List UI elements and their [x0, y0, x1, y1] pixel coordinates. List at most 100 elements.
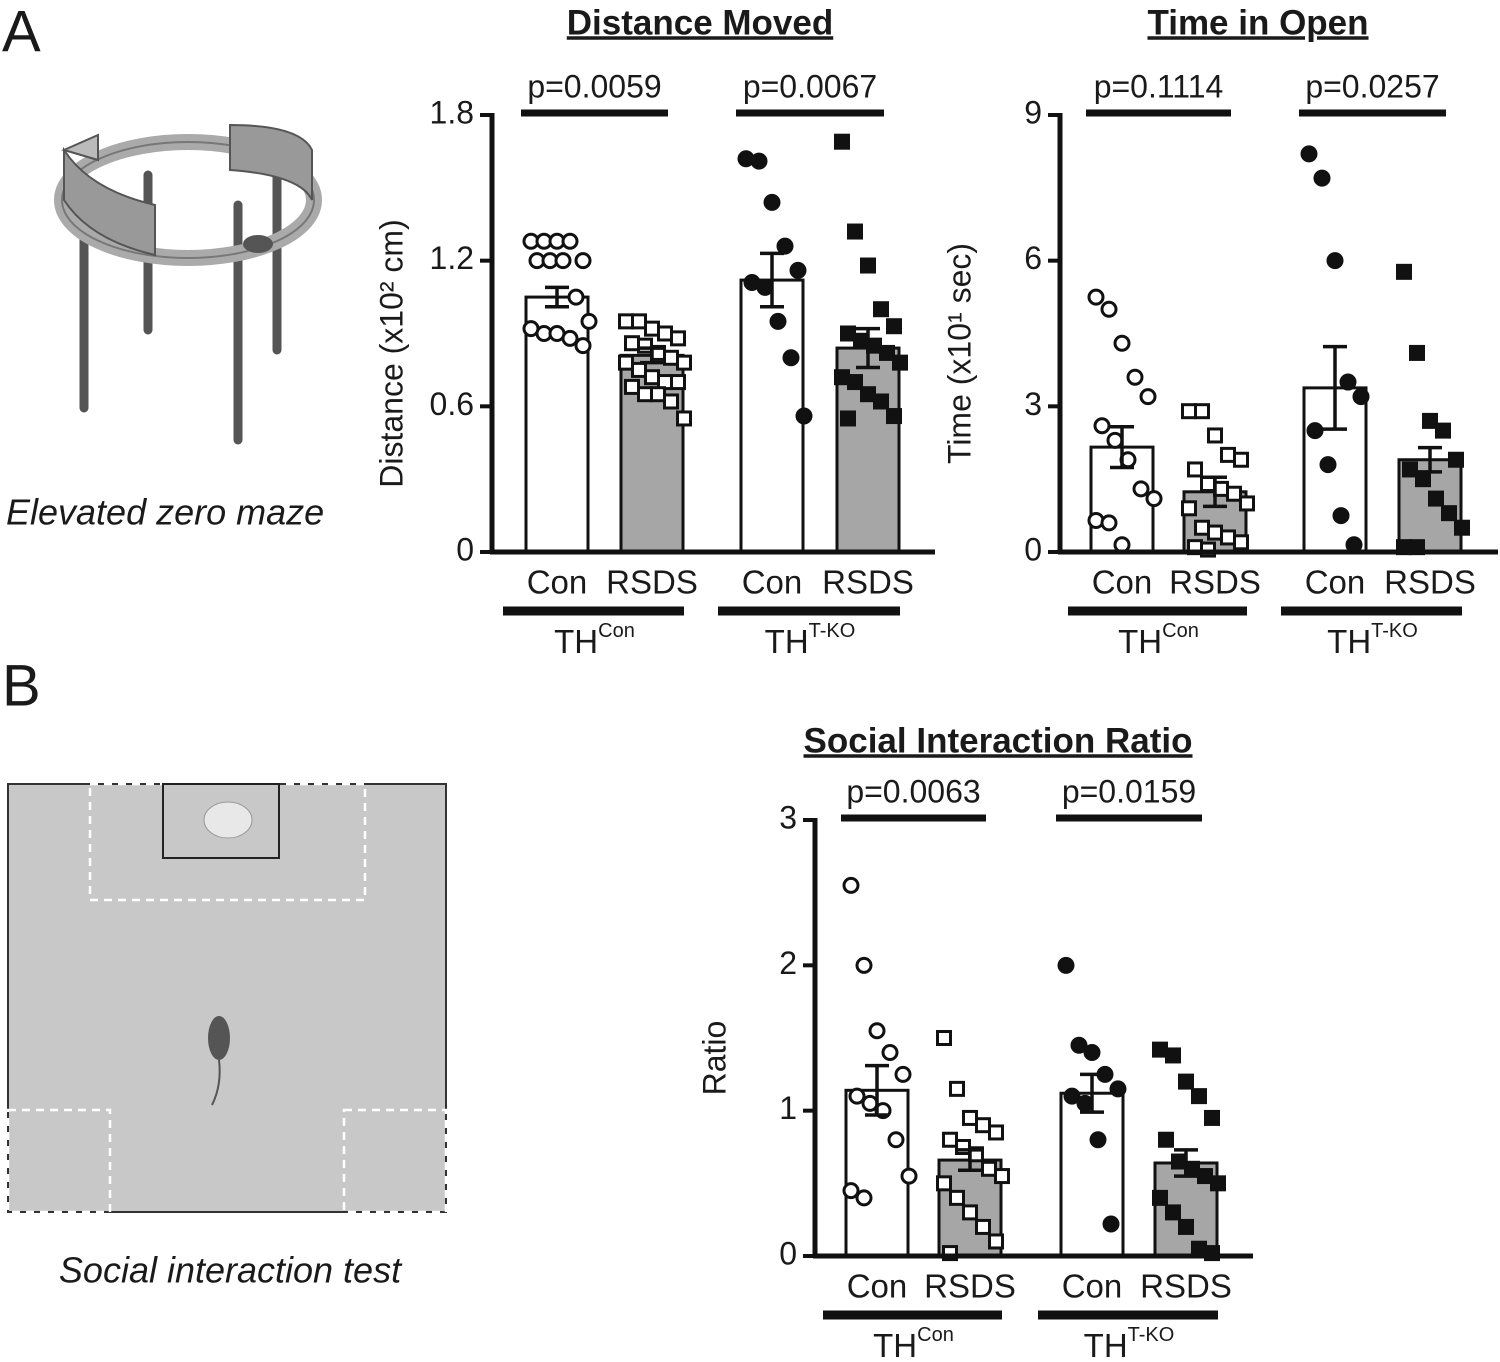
- data-point: [942, 1131, 958, 1148]
- y-tick-label: 0: [779, 1235, 797, 1271]
- data-point: [1109, 1080, 1127, 1098]
- data-point: [676, 410, 692, 427]
- y-axis-label: Time (x10¹ sec): [941, 243, 977, 464]
- x-tick-label: Con: [1305, 564, 1366, 601]
- caption: Elevated zero maze: [6, 492, 324, 533]
- x-tick-label: Con: [742, 564, 803, 601]
- data-point: [1132, 480, 1150, 498]
- data-point: [1145, 490, 1163, 508]
- data-point: [1102, 1215, 1120, 1233]
- data-point: [1089, 1131, 1107, 1149]
- group-name: TH: [873, 1327, 917, 1362]
- data-point: [663, 349, 679, 366]
- data-point: [1306, 422, 1324, 440]
- data-point: [1210, 1175, 1226, 1192]
- data-point: [1083, 1044, 1101, 1062]
- data-point: [670, 374, 686, 391]
- data-point: [1454, 519, 1470, 536]
- data-point: [840, 325, 856, 342]
- data-point: [574, 337, 592, 355]
- data-point: [962, 1204, 978, 1221]
- data-point: [860, 386, 876, 403]
- p-value: p=0.0067: [743, 68, 877, 104]
- x-tick-label: RSDS: [822, 564, 914, 601]
- data-point: [769, 312, 787, 330]
- y-tick-label: 9: [1024, 94, 1042, 130]
- data-point: [631, 361, 647, 378]
- data-point: [855, 1189, 873, 1207]
- data-point: [1191, 1240, 1207, 1257]
- data-point: [988, 1233, 1004, 1250]
- data-point: [994, 1168, 1010, 1185]
- group-name: TH: [1327, 623, 1371, 660]
- data-point: [1181, 500, 1197, 517]
- data-point: [1396, 263, 1412, 280]
- data-point: [1319, 456, 1337, 474]
- error-bar: [856, 326, 880, 370]
- data-point: [1152, 1041, 1168, 1058]
- data-point: [1233, 534, 1249, 551]
- data-point: [1200, 476, 1216, 493]
- data-point: [892, 354, 908, 371]
- error-bar: [958, 1148, 982, 1173]
- y-tick-label: 1.8: [430, 94, 474, 130]
- data-point: [1220, 446, 1236, 463]
- data-point: [1158, 1131, 1174, 1148]
- data-point: [1197, 1168, 1213, 1185]
- data-point: [1178, 1073, 1194, 1090]
- data-point: [868, 1022, 886, 1040]
- data-point: [842, 876, 860, 894]
- data-point: [1070, 1036, 1088, 1054]
- group-sup: T-KO: [1371, 620, 1418, 642]
- data-point: [644, 320, 660, 337]
- y-tick-label: 2: [779, 945, 797, 981]
- group-name: TH: [554, 623, 598, 660]
- y-axis-label: Ratio: [696, 1021, 732, 1096]
- data-point: [975, 1117, 991, 1134]
- data-point: [1332, 507, 1350, 525]
- data-point: [670, 330, 686, 347]
- p-value: p=0.0257: [1305, 68, 1439, 104]
- data-point: [881, 1044, 899, 1062]
- data-point: [1239, 495, 1255, 512]
- group-name: TH: [1084, 1327, 1128, 1362]
- error-bar: [1203, 475, 1227, 509]
- y-tick-label: 0.6: [430, 386, 474, 422]
- data-point: [637, 337, 653, 354]
- panel-letter: B: [2, 653, 41, 718]
- chart-title: Social Interaction Ratio: [804, 721, 1193, 760]
- data-point: [886, 318, 902, 335]
- data-point: [1126, 368, 1144, 386]
- error-bar: [1323, 344, 1347, 431]
- data-point: [848, 1087, 866, 1105]
- data-point: [1220, 529, 1236, 546]
- data-point: [763, 193, 781, 211]
- data-point: [900, 1167, 918, 1185]
- data-point: [1207, 427, 1223, 444]
- group-label: THT-KO: [1084, 1324, 1175, 1362]
- bar: [844, 1088, 910, 1258]
- data-point: [936, 1175, 952, 1192]
- group-sup: T-KO: [1128, 1324, 1175, 1346]
- data-point: [1441, 505, 1457, 522]
- data-point: [1194, 519, 1210, 536]
- group-name: TH: [765, 623, 809, 660]
- x-tick-label: Con: [847, 1268, 908, 1305]
- data-point: [894, 1065, 912, 1083]
- data-point: [853, 332, 869, 349]
- maze-illustration: [54, 123, 322, 445]
- data-point: [657, 325, 673, 342]
- data-point: [1178, 1218, 1194, 1235]
- data-point: [1300, 145, 1318, 163]
- group-sup: Con: [917, 1324, 954, 1346]
- data-point: [1057, 956, 1075, 974]
- y-tick-label: 3: [1024, 386, 1042, 422]
- data-point: [962, 1109, 978, 1126]
- data-point: [1165, 1204, 1181, 1221]
- data-point: [860, 257, 876, 274]
- x-tick-label: Con: [1062, 1268, 1123, 1305]
- error-bar: [1174, 1148, 1198, 1178]
- data-point: [1233, 451, 1249, 468]
- error-bar: [545, 285, 569, 309]
- y-tick-label: 3: [779, 799, 797, 835]
